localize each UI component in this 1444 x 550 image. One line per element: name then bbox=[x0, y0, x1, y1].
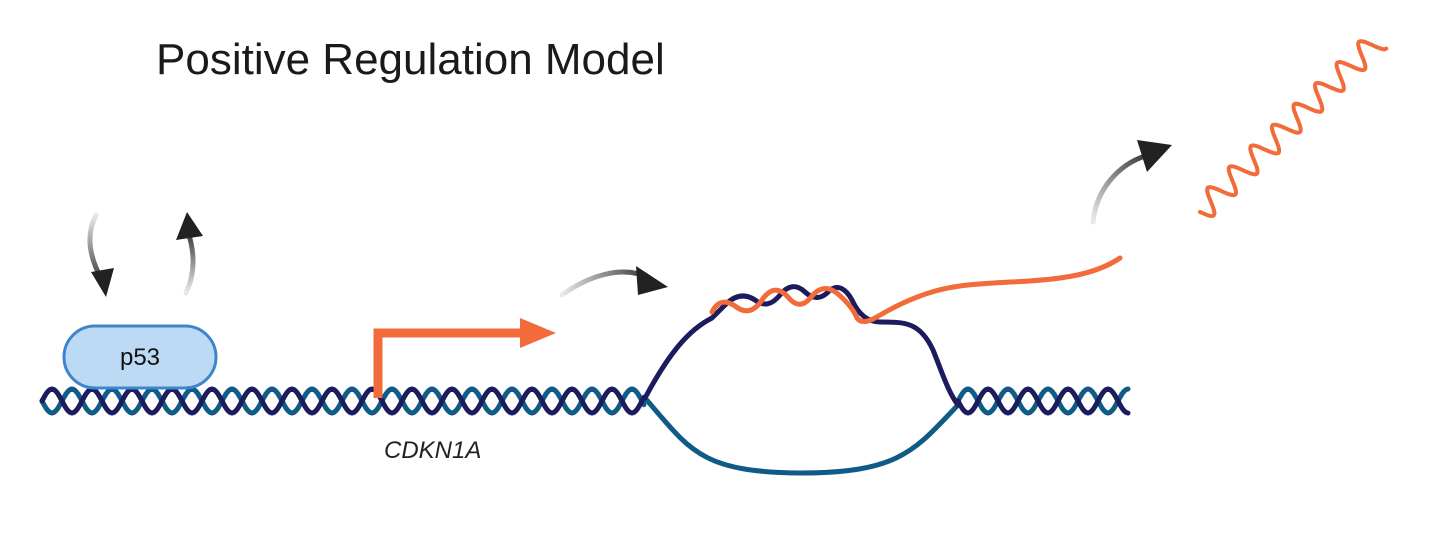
dna-strand-dark bbox=[955, 386, 1131, 416]
tss-arrow-head bbox=[520, 318, 556, 348]
transcription-start-arrow bbox=[373, 318, 556, 398]
transcription-bubble bbox=[642, 284, 961, 476]
coding-strand bbox=[642, 284, 961, 408]
p53-protein: p53 bbox=[62, 324, 218, 390]
dna-strand-teal bbox=[955, 386, 1131, 416]
binding-arrow bbox=[87, 212, 114, 297]
diagram-title: Positive Regulation Model bbox=[156, 35, 665, 84]
gene-label: CDKN1A bbox=[384, 437, 481, 464]
release-arrow bbox=[176, 212, 203, 296]
p53-label: p53 bbox=[120, 344, 160, 371]
nascent-mrna bbox=[709, 255, 1123, 324]
template-strand bbox=[642, 395, 961, 476]
mrna-release-arrow bbox=[1090, 140, 1172, 225]
released-mrna bbox=[1198, 39, 1389, 219]
dna-helix-right bbox=[955, 386, 1131, 416]
dna-helix-left bbox=[39, 386, 647, 416]
p53-shape bbox=[62, 324, 218, 390]
tss-arrow-shaft bbox=[373, 328, 522, 398]
dna-strand-dark bbox=[39, 386, 647, 416]
rna-strand-in-bubble bbox=[709, 255, 1123, 324]
transcription-arrow bbox=[559, 266, 668, 298]
